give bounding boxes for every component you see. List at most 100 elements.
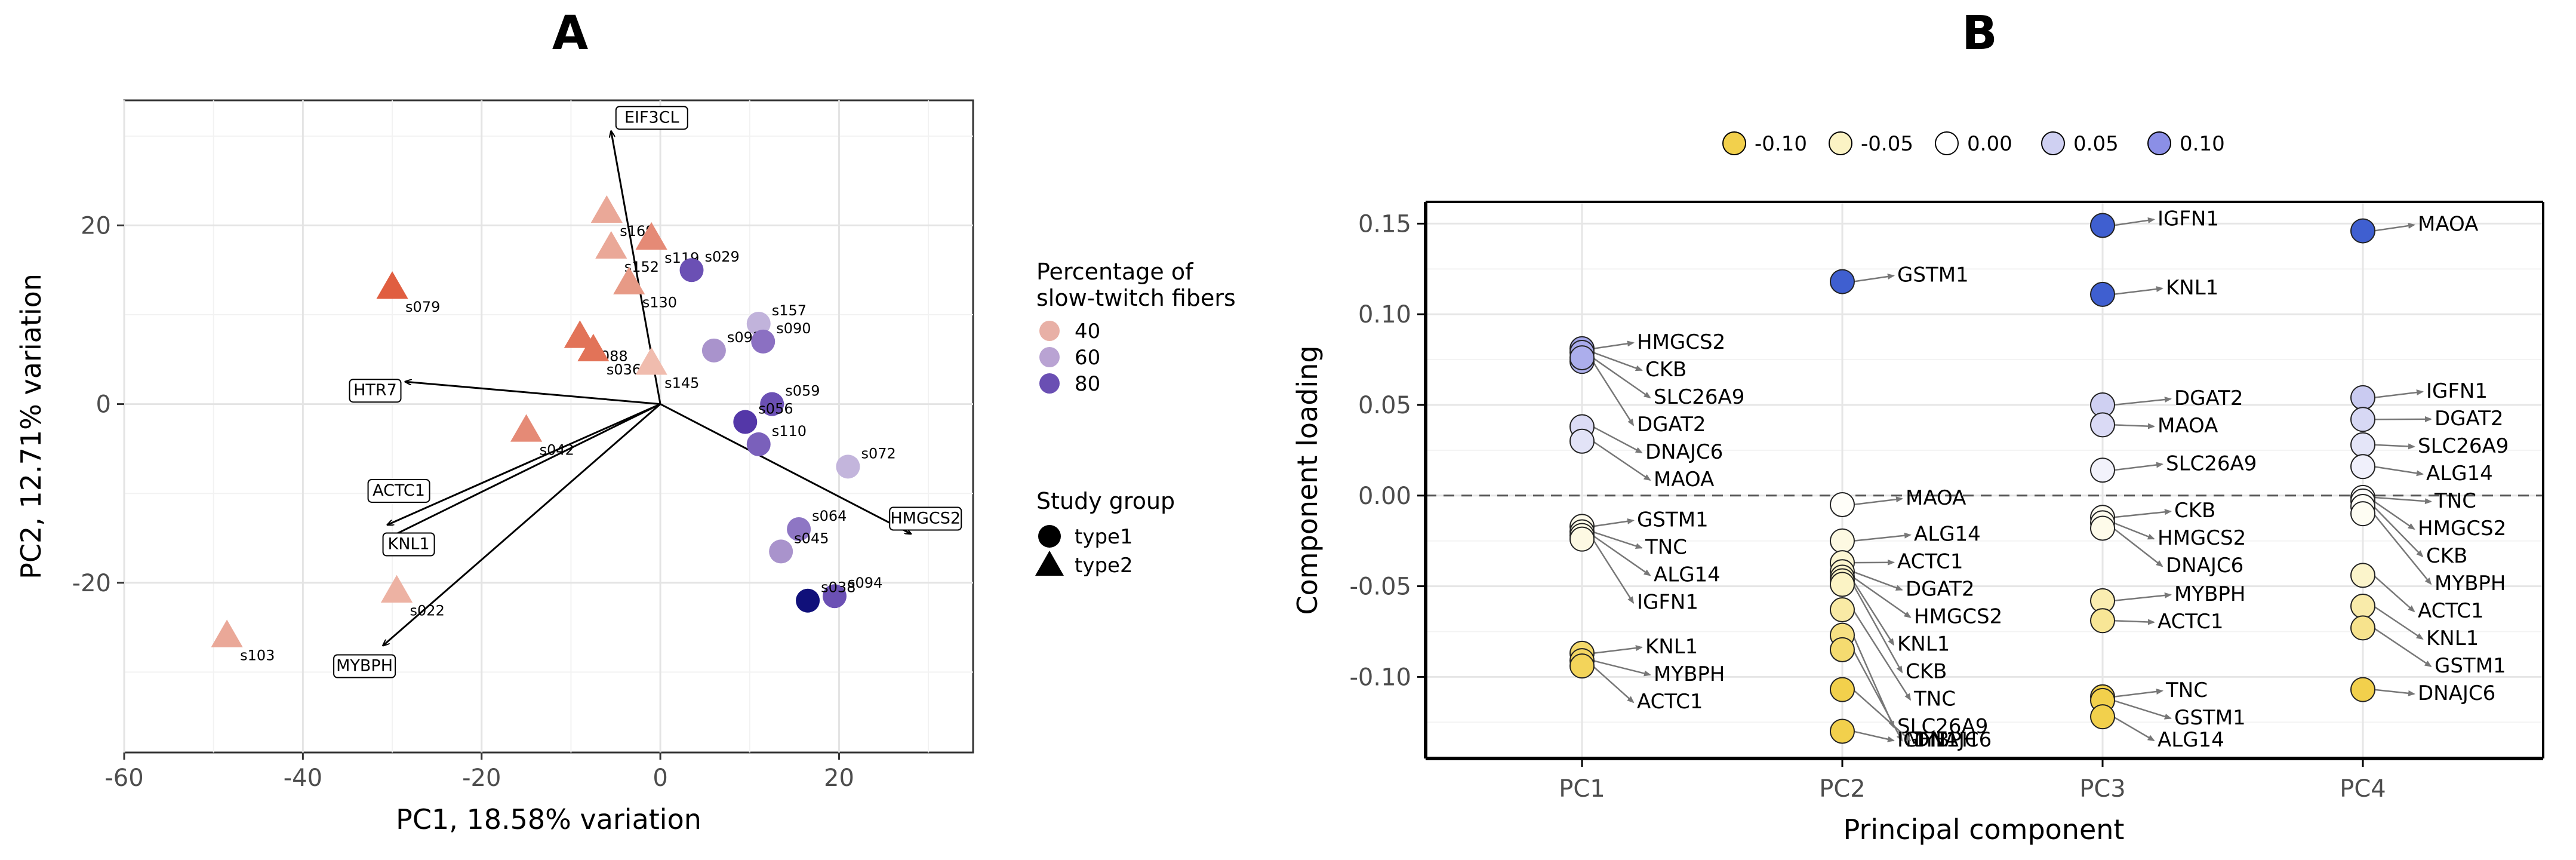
loading-label: IGFN1 [1637, 590, 1698, 614]
loading-point [1830, 597, 1855, 623]
vector-label-box [333, 654, 396, 678]
loading-point [2350, 432, 2375, 457]
sample-point-circle [679, 258, 704, 282]
loading-label-leader [1852, 532, 1912, 542]
loading-vector-label-actc1: ACTC1 [367, 478, 430, 503]
sample-point-label: s103 [240, 647, 275, 664]
sample-point-label: s090 [776, 320, 811, 337]
sample-point-triangle [380, 575, 413, 603]
loading-label: MAOA [1906, 486, 1966, 510]
loading-label: HMGCS2 [2418, 517, 2506, 540]
sample-point-label: s064 [812, 508, 847, 524]
vector-label-text: HTR7 [353, 381, 397, 400]
loading-label: SLC26A9 [1654, 385, 1744, 409]
panel-b-title: B [1962, 7, 1997, 60]
loading-label-leader [2113, 462, 2163, 471]
vector-label-text: MYBPH [336, 656, 393, 675]
panel-a-loading-vectors: EIF3CL HTR7 ACTC1 KNL1 MYBPH HMGCS2 [333, 106, 962, 678]
loading-label: CKB [1906, 660, 1947, 684]
loading-label-leader [1852, 689, 1912, 742]
x-tick-label: PC1 [1559, 775, 1605, 803]
loading-point [2090, 515, 2115, 541]
loading-label: SLC26A9 [2418, 434, 2509, 458]
sample-point-label: s036 [607, 361, 641, 378]
legend-color-title-line2: slow-twitch fibers [1036, 285, 1236, 311]
loading-label-leader [2373, 506, 2424, 558]
loading-label: KNL1 [1897, 632, 1950, 656]
legend-color-swatch [1039, 321, 1060, 341]
loading-label: TNC [1913, 687, 1956, 711]
sample-point-label: s022 [410, 603, 445, 619]
y-tick-label: -0.05 [1350, 573, 1412, 601]
loading-point [2350, 454, 2375, 480]
loading-label-leader [1852, 571, 1903, 591]
panel-a-title: A [552, 7, 588, 60]
legend-color-label: 40 [1075, 320, 1100, 343]
loading-label: IGFN1 [1897, 728, 1959, 752]
panel-a-x-axis-title: PC1, 18.58% variation [396, 803, 701, 836]
y-tick-label: 20 [81, 212, 111, 239]
loading-label: TNC [2434, 489, 2476, 513]
loading-label-leader [2113, 509, 2172, 518]
loading-label: HMGCS2 [1637, 330, 1725, 354]
sample-point-label: s079 [405, 299, 440, 315]
loading-label: MAOA [2158, 414, 2218, 438]
loading-label-leader [2373, 513, 2432, 585]
loading-label-leader [1592, 531, 1643, 549]
loading-point [1569, 526, 1595, 552]
panel-b-ticks: -0.10 -0.05 0.00 0.05 0.10 0.15 PC1 PC2 PC3 PC4 [1350, 210, 2386, 803]
legend-color-title-line1: Percentage of [1036, 259, 1194, 285]
legend-shape-entries: type1 type2 [1035, 525, 1133, 578]
loading-point [2350, 593, 2375, 619]
loading-label: HMGCS2 [1914, 605, 2002, 629]
loading-point [2350, 677, 2375, 702]
loading-vector-label-eif3cl: EIF3CL [615, 106, 688, 130]
sample-point-triangle [635, 222, 667, 250]
x-tick-label: 20 [824, 764, 854, 792]
legend-color-label: 0.00 [1967, 132, 2012, 156]
loading-label-leader [1852, 496, 1903, 506]
loading-label: SLC26A9 [2166, 452, 2257, 475]
legend-shape-title: Study group [1036, 488, 1175, 514]
loading-label: MYBPH [1906, 728, 1977, 752]
legend-color-label: 60 [1075, 346, 1100, 370]
loading-point [1830, 572, 1855, 597]
loading-label-leader [2373, 689, 2415, 696]
loading-label: KNL1 [2426, 626, 2479, 650]
panel-b-loading-points: HMGCS2 CKB SLC26A9 DGAT2 DNAJC6 MAOA GSTM1 TNC A… [1569, 207, 2509, 752]
loading-label: KNL1 [2166, 276, 2218, 300]
panel-a-sample-points: s169s119s152s130s079s088s036s145s042s022… [211, 195, 896, 664]
loading-label-leader [2373, 605, 2424, 640]
legend-shape-label: type1 [1075, 525, 1133, 549]
loading-label: ACTC1 [2418, 599, 2484, 623]
sample-point-label: s029 [704, 248, 739, 265]
legend-color-label: -0.10 [1755, 132, 1807, 156]
panel-b-y-axis-title: Component loading [1291, 345, 1324, 615]
sample-point-label: s059 [785, 383, 820, 400]
sample-point-triangle [595, 231, 627, 259]
vector-label-text: KNL1 [388, 535, 430, 554]
loading-label-leader [2373, 223, 2415, 232]
legend-color-swatch [1039, 347, 1060, 367]
loading-label-leader [2113, 397, 2172, 406]
loading-label-leader [2113, 689, 2163, 698]
sample-point-circle [787, 517, 811, 542]
loading-label-leader [2113, 619, 2155, 625]
loading-label-leader [2373, 465, 2424, 477]
sample-point-label: s042 [540, 441, 574, 458]
loading-point [2350, 218, 2375, 244]
loading-point [2350, 563, 2375, 588]
loading-point [2350, 385, 2375, 410]
loading-label: DNAJC6 [1645, 440, 1723, 464]
loading-label: GSTM1 [2174, 706, 2246, 730]
loading-point [1830, 677, 1855, 702]
loading-label-leader [1592, 361, 1635, 426]
sample-point-circle [751, 329, 775, 354]
panel-a-y-axis-title: PC2, 12.71% variation [15, 274, 47, 579]
loading-label: KNL1 [1645, 635, 1698, 659]
loading-label-leader [1852, 580, 1895, 646]
vector-label-box [382, 532, 435, 557]
vector-label-box [367, 478, 430, 503]
loading-label-leader [2113, 286, 2163, 296]
